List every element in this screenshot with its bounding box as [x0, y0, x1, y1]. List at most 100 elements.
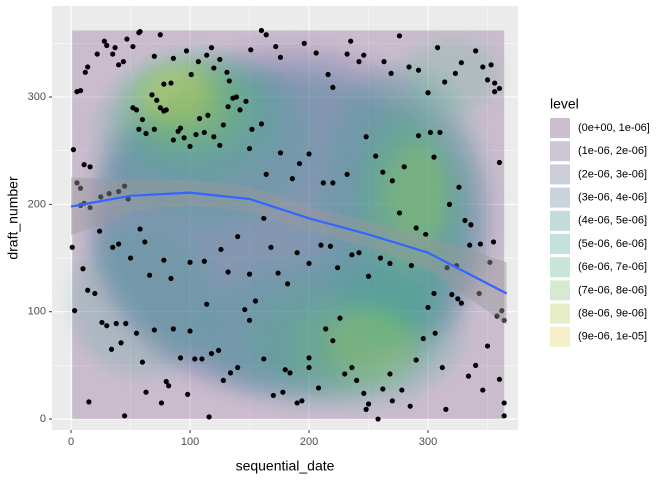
point	[237, 107, 243, 113]
point	[116, 241, 122, 247]
point	[501, 400, 507, 406]
point	[496, 159, 503, 166]
point	[452, 70, 459, 77]
point	[77, 87, 84, 94]
smooth-line	[70, 191, 508, 295]
point	[110, 244, 116, 250]
point	[349, 252, 355, 258]
points	[69, 27, 507, 422]
point	[387, 371, 393, 377]
point	[480, 387, 486, 393]
point	[137, 28, 143, 35]
point	[496, 85, 503, 92]
point	[294, 250, 300, 256]
point	[81, 162, 87, 168]
point	[270, 392, 276, 399]
point	[87, 164, 93, 170]
point	[258, 27, 265, 34]
point	[243, 98, 249, 104]
point	[282, 367, 288, 373]
legend-key-bg	[550, 257, 570, 278]
point	[399, 387, 405, 393]
point	[168, 80, 174, 86]
point	[413, 357, 419, 363]
point	[106, 191, 112, 197]
point	[70, 147, 77, 153]
point	[185, 391, 191, 397]
point	[306, 364, 312, 371]
point	[261, 215, 267, 221]
point	[361, 390, 367, 396]
point	[246, 271, 253, 277]
point	[170, 55, 176, 61]
point	[204, 52, 210, 58]
point	[323, 326, 329, 332]
point	[99, 319, 105, 326]
legend-label: (0e+00, 1e-06]	[578, 122, 650, 134]
point	[458, 300, 464, 306]
point	[208, 45, 215, 51]
point	[484, 77, 491, 83]
legend-key	[550, 257, 570, 278]
point	[423, 231, 429, 238]
point	[488, 62, 494, 68]
legend-key	[550, 303, 570, 324]
point	[407, 403, 413, 409]
point	[487, 259, 493, 265]
point	[496, 376, 503, 382]
point	[123, 320, 129, 327]
density-region	[404, 38, 500, 114]
point	[381, 59, 387, 65]
smooth	[70, 177, 508, 325]
point	[365, 273, 372, 279]
point	[72, 308, 78, 314]
x-tick-label: 200	[300, 436, 318, 448]
point	[139, 359, 146, 365]
point	[476, 290, 482, 297]
legend-title: level	[550, 96, 579, 112]
point	[501, 413, 507, 419]
point	[280, 389, 286, 395]
point	[130, 43, 136, 50]
point	[220, 377, 226, 384]
point	[494, 313, 500, 319]
y-tick-label: 0	[40, 413, 46, 425]
legend-key	[550, 280, 570, 301]
point	[501, 317, 507, 323]
point	[98, 194, 104, 200]
point	[226, 78, 232, 84]
point	[217, 56, 223, 63]
point	[465, 373, 472, 379]
point	[349, 364, 355, 371]
point	[325, 71, 331, 78]
point	[473, 362, 479, 368]
density-region	[144, 70, 212, 124]
point	[220, 122, 226, 128]
point	[408, 262, 414, 269]
point	[85, 287, 91, 293]
point	[199, 356, 205, 362]
point	[195, 59, 201, 65]
point	[125, 196, 131, 202]
point	[77, 185, 84, 191]
legend-label: (6e-06, 7e-06]	[578, 261, 647, 273]
point	[154, 97, 160, 103]
point	[396, 33, 403, 39]
legend-label: (5e-06, 6e-06]	[578, 238, 647, 250]
point	[258, 121, 265, 127]
point	[127, 255, 134, 261]
point	[235, 364, 241, 371]
density-region	[326, 311, 411, 377]
point	[294, 400, 300, 406]
point	[101, 38, 107, 44]
point	[193, 131, 199, 138]
legend-key	[550, 210, 570, 231]
point	[263, 32, 269, 38]
point	[492, 80, 498, 86]
point	[151, 327, 157, 333]
point	[387, 260, 393, 267]
point	[425, 304, 431, 311]
density-region	[71, 226, 214, 376]
point	[170, 137, 176, 143]
legend-key-bg	[550, 280, 570, 301]
